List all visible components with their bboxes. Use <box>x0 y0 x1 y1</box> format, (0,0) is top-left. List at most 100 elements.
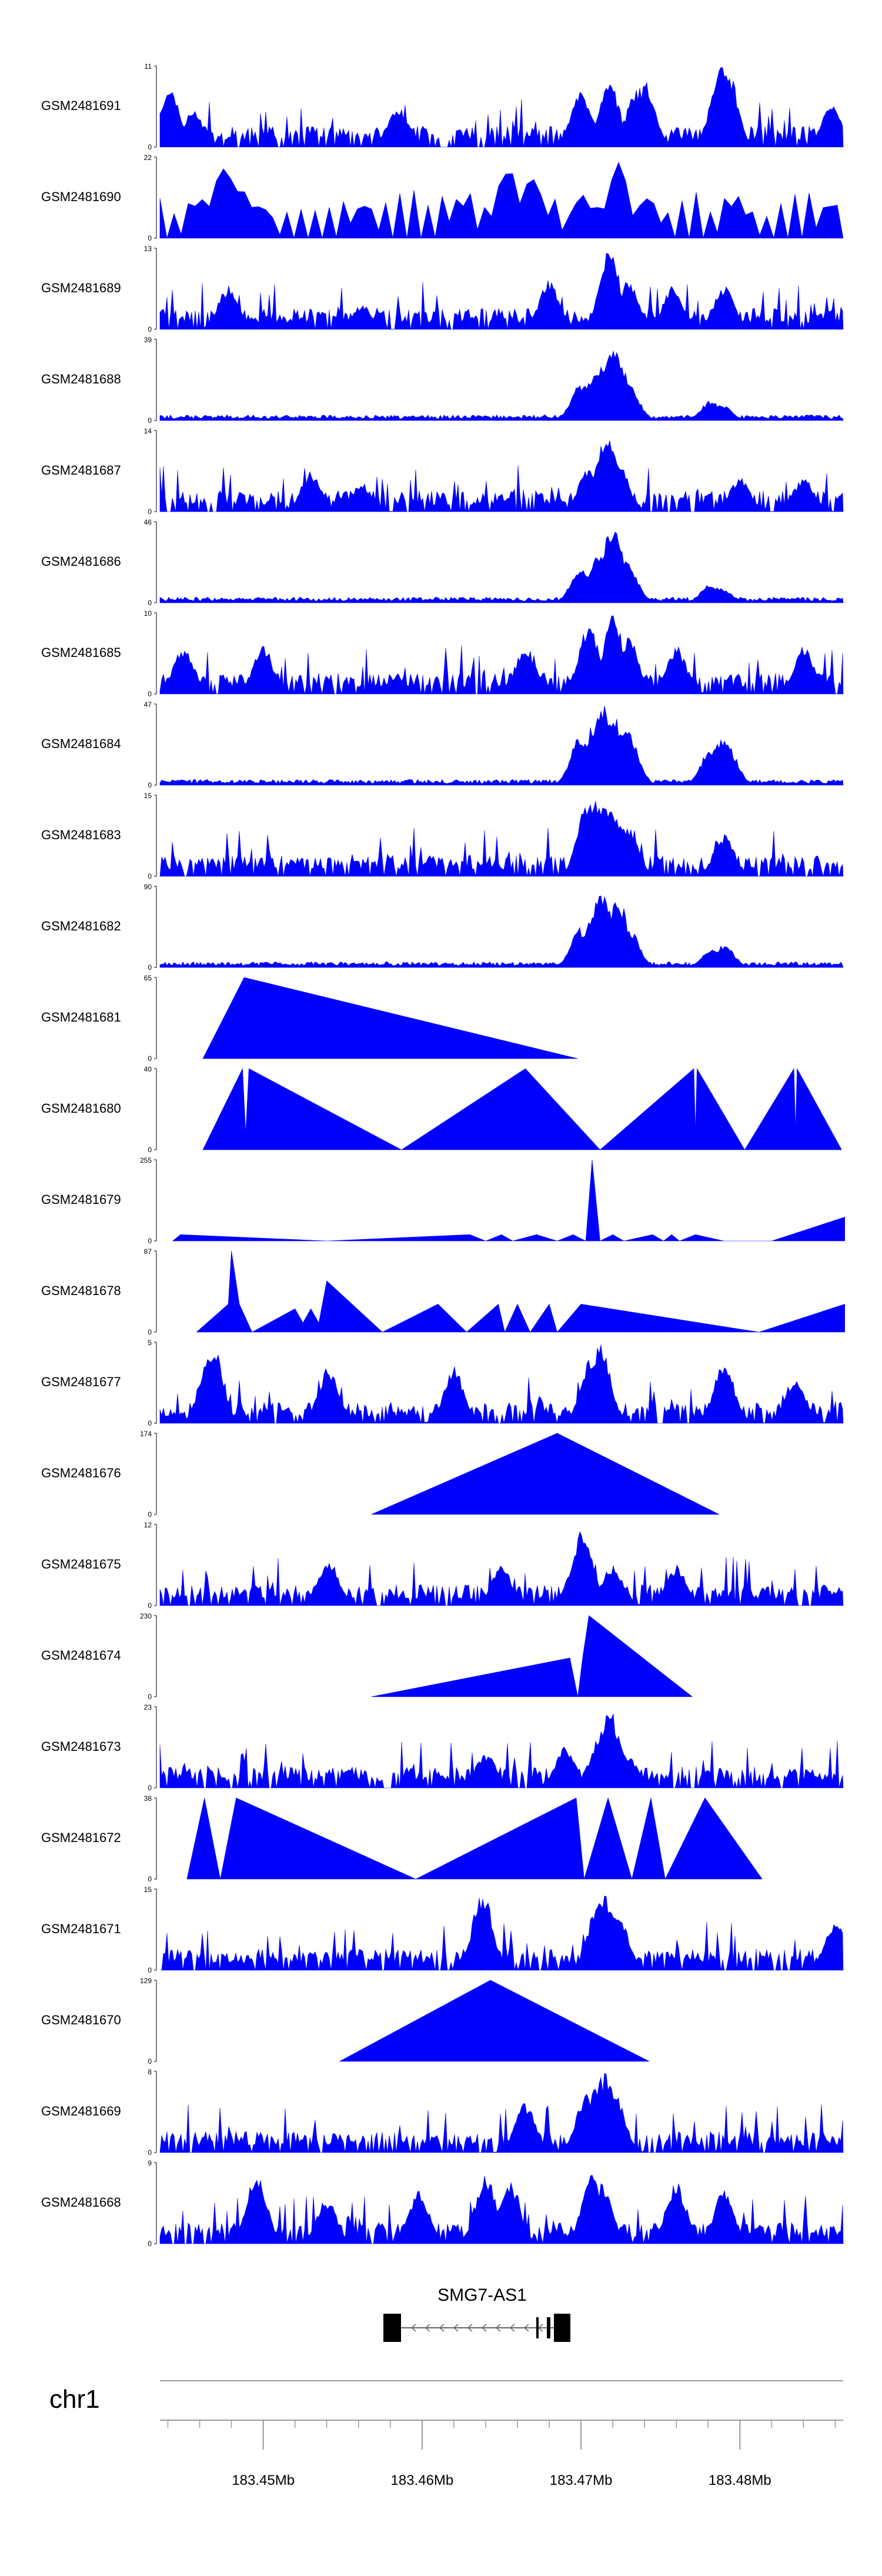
y-axis-min-label: 0 <box>148 963 152 972</box>
track-label: GSM2481675 <box>41 1557 121 1571</box>
track-label: GSM2481689 <box>41 281 121 295</box>
y-axis-min-label: 0 <box>148 234 152 242</box>
track-label: GSM2481684 <box>41 736 121 751</box>
y-axis-max-label: 14 <box>144 427 152 435</box>
coverage-area <box>159 895 844 968</box>
y-axis-max-label: 9 <box>148 2159 152 2167</box>
y-axis-min-label: 0 <box>148 1601 152 1610</box>
track-label: GSM2481680 <box>41 1101 121 1116</box>
y-axis-max-label: 5 <box>148 1339 152 1347</box>
y-axis-min-label: 0 <box>148 1966 152 1974</box>
y-axis-max-label: 15 <box>144 1886 152 1894</box>
y-axis-min-label: 0 <box>148 143 152 151</box>
y-axis-max-label: 11 <box>145 62 152 71</box>
track-GSM2481686: GSM2481686 46 0 <box>41 518 844 607</box>
track-label: GSM2481685 <box>41 645 121 660</box>
y-axis-min-label: 0 <box>148 1055 152 1063</box>
track-label: GSM2481670 <box>41 2013 121 2027</box>
track-GSM2481688: GSM2481688 39 0 <box>41 336 844 425</box>
y-axis-max-label: 12 <box>144 1521 152 1529</box>
y-axis-min-label: 0 <box>148 1693 152 1701</box>
coverage-area <box>160 1896 844 1971</box>
track-label: GSM2481690 <box>41 189 121 204</box>
axis-tick-label: 183.46Mb <box>391 2472 454 2488</box>
track-GSM2481684: GSM2481684 47 0 <box>41 700 844 789</box>
coverage-area <box>159 2174 844 2244</box>
strand-arrow <box>453 2324 459 2332</box>
coverage-area <box>159 532 844 603</box>
axis-tick-label: 183.47Mb <box>550 2472 613 2488</box>
y-axis-max-label: 46 <box>144 518 152 526</box>
coverage-area <box>159 253 844 330</box>
coverage-area <box>159 615 844 695</box>
gene-label: SMG7-AS1 <box>437 2285 527 2305</box>
coverage-area <box>159 1531 844 1606</box>
track-label: GSM2481674 <box>41 1648 121 1663</box>
strand-arrow <box>523 2324 529 2332</box>
track-GSM2481691: GSM2481691 11 0 <box>41 62 844 151</box>
y-axis-min-label: 0 <box>148 508 152 516</box>
y-axis-min-label: 0 <box>148 1875 152 1883</box>
y-axis-min-label: 0 <box>148 599 152 607</box>
track-GSM2481678: GSM2481678 87 0 <box>41 1247 845 1336</box>
strand-arrow <box>509 2324 515 2332</box>
y-axis-min-label: 0 <box>148 2057 152 2066</box>
strand-arrow <box>410 2324 416 2332</box>
axis-ticks: 183.45Mb 183.46Mb 183.47Mb 183.48Mb <box>232 2420 771 2488</box>
track-label: GSM2481672 <box>41 1830 121 1845</box>
axis-lines <box>160 2380 843 2428</box>
coverage-area <box>159 705 844 786</box>
track-GSM2481668: GSM2481668 9 0 <box>41 2159 844 2248</box>
coverage-area <box>172 1159 845 1242</box>
track-GSM2481674: GSM2481674 230 0 <box>41 1612 693 1701</box>
track-GSM2481675: GSM2481675 12 0 <box>41 1521 844 1610</box>
track-label: GSM2481683 <box>41 827 121 842</box>
coverage-area <box>186 1797 763 1880</box>
track-GSM2481690: GSM2481690 22 0 <box>41 154 844 242</box>
gene-exon <box>383 2314 401 2342</box>
track-GSM2481687: GSM2481687 14 0 <box>41 427 844 516</box>
track-label: GSM2481687 <box>41 463 121 478</box>
y-axis-max-label: 65 <box>144 974 152 982</box>
track-GSM2481670: GSM2481670 129 0 <box>41 1977 650 2066</box>
coverage-area <box>159 67 844 148</box>
y-axis-min-label: 0 <box>148 416 152 425</box>
y-axis-max-label: 47 <box>144 700 152 709</box>
y-axis-min-label: 0 <box>148 2148 152 2157</box>
track-GSM2481669: GSM2481669 8 0 <box>41 2068 844 2157</box>
y-axis-max-label: 39 <box>144 336 152 344</box>
y-axis-min-label: 0 <box>148 1328 152 1336</box>
y-axis-max-label: 38 <box>144 1794 152 1803</box>
track-label: GSM2481676 <box>41 1466 121 1480</box>
track-label: GSM2481669 <box>41 2104 121 2118</box>
y-axis-min-label: 0 <box>148 2240 152 2248</box>
y-axis-min-label: 0 <box>148 1146 152 1154</box>
coverage-area <box>371 1433 720 1515</box>
track-label: GSM2481679 <box>41 1192 121 1207</box>
y-axis-min-label: 0 <box>148 1784 152 1792</box>
y-axis-max-label: 23 <box>144 1703 152 1711</box>
y-axis-min-label: 0 <box>148 1237 152 1245</box>
y-axis-min-label: 0 <box>148 781 152 789</box>
y-axis-max-label: 8 <box>148 2068 152 2076</box>
strand-arrow <box>439 2324 445 2332</box>
coverage-area <box>159 801 844 877</box>
track-GSM2481671: GSM2481671 15 0 <box>41 1886 844 1974</box>
y-axis-max-label: 90 <box>144 883 152 891</box>
coverage-area <box>196 1250 845 1333</box>
y-axis-max-label: 255 <box>140 1156 152 1164</box>
axis-tick-label: 183.48Mb <box>709 2472 771 2488</box>
y-axis-max-label: 10 <box>144 609 152 618</box>
y-axis-min-label: 0 <box>148 690 152 698</box>
track-label: GSM2481673 <box>41 1739 121 1754</box>
y-axis-min-label: 0 <box>148 1419 152 1427</box>
genome-axis-track: chr1 183.45Mb 183.46Mb 183.47Mb 183.48Mb <box>49 2380 843 2488</box>
strand-arrow <box>495 2324 501 2332</box>
track-GSM2481676: GSM2481676 174 0 <box>41 1430 720 1519</box>
coverage-area <box>202 1067 842 1150</box>
track-label: GSM2481682 <box>41 919 121 933</box>
y-axis-max-label: 13 <box>144 245 152 253</box>
track-label: GSM2481671 <box>41 1921 121 1936</box>
coverage-area <box>159 441 844 512</box>
gene-model <box>383 2314 570 2342</box>
